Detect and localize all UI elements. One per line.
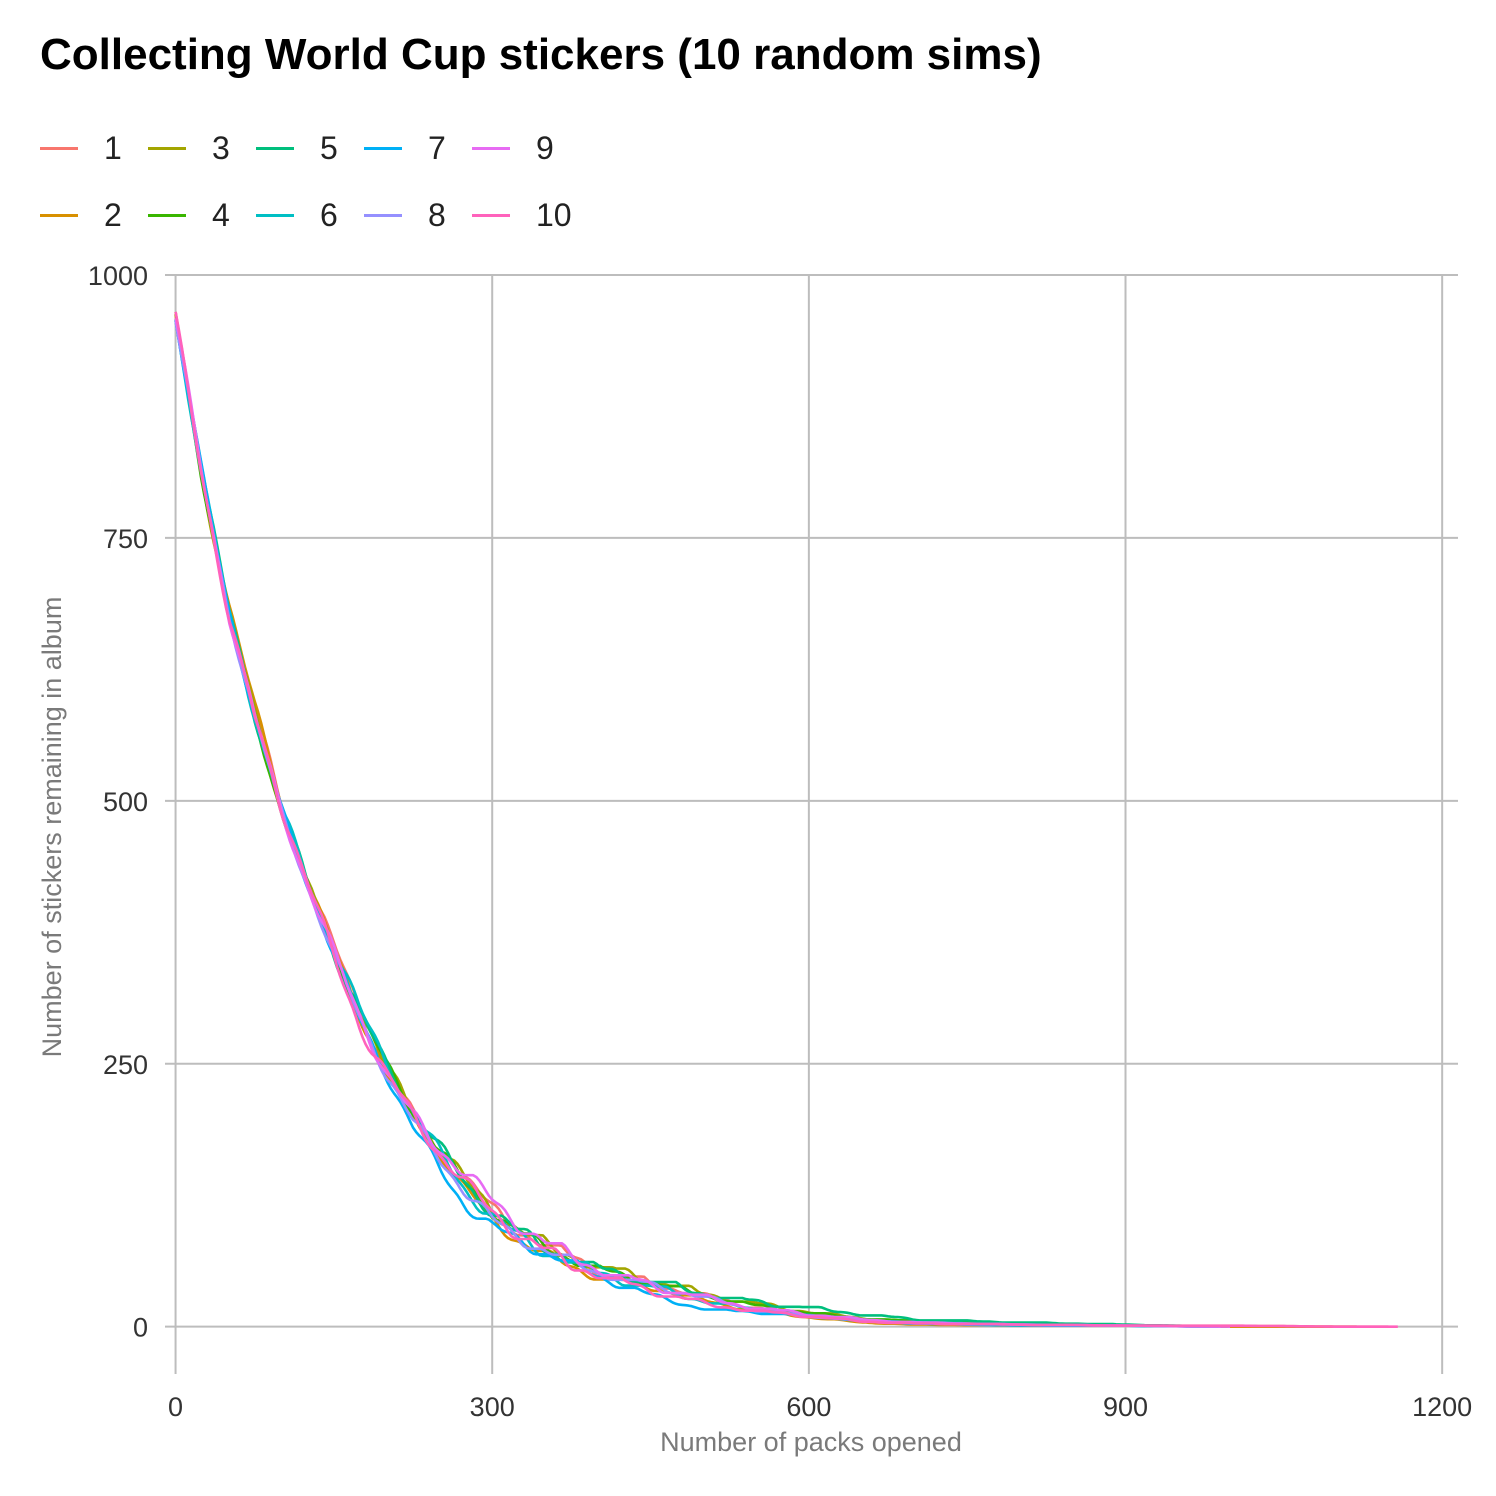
x-tick-label: 900 bbox=[1103, 1392, 1148, 1422]
y-tick-label: 1000 bbox=[88, 261, 148, 291]
legend-item-10: 10 bbox=[472, 195, 572, 235]
legend-key bbox=[364, 146, 402, 150]
legend-label: 3 bbox=[212, 129, 230, 166]
y-tick-label: 250 bbox=[103, 1050, 148, 1080]
legend-key bbox=[148, 146, 186, 150]
legend-item-7: 7 bbox=[364, 128, 446, 168]
legend-label: 9 bbox=[536, 129, 554, 166]
legend-item-1: 1 bbox=[40, 128, 122, 168]
legend-label: 6 bbox=[320, 196, 338, 233]
legend-item-5: 5 bbox=[256, 128, 338, 168]
legend-label: 4 bbox=[212, 196, 230, 233]
tick-labels: 0 300 600 900 1200 0 250 500 750 1000 bbox=[88, 261, 1472, 1422]
grid bbox=[165, 274, 1458, 1374]
legend: 1 2 3 4 5 6 7 8 9 10 bbox=[40, 128, 600, 238]
legend-label: 8 bbox=[428, 196, 446, 233]
legend-label: 1 bbox=[104, 129, 122, 166]
legend-label: 5 bbox=[320, 129, 338, 166]
legend-item-2: 2 bbox=[40, 195, 122, 235]
x-tick-label: 600 bbox=[786, 1392, 831, 1422]
legend-key bbox=[40, 146, 78, 150]
legend-item-9: 9 bbox=[472, 128, 554, 168]
legend-item-6: 6 bbox=[256, 195, 338, 235]
legend-key bbox=[256, 146, 294, 150]
legend-label: 2 bbox=[104, 196, 122, 233]
legend-key bbox=[472, 146, 510, 150]
y-tick-label: 750 bbox=[103, 524, 148, 554]
chart-title: Collecting World Cup stickers (10 random… bbox=[40, 30, 1042, 79]
series-line-10 bbox=[174, 311, 1398, 1328]
legend-label: 7 bbox=[428, 129, 446, 166]
series-line-4 bbox=[174, 318, 1231, 1328]
y-axis-title: Number of stickers remaining in album bbox=[37, 597, 67, 1058]
legend-key bbox=[256, 213, 294, 217]
legend-item-4: 4 bbox=[148, 195, 230, 235]
x-tick-label: 300 bbox=[470, 1392, 515, 1422]
x-axis-title: Number of packs opened bbox=[660, 1427, 962, 1457]
legend-label: 10 bbox=[536, 196, 572, 233]
series-line-3 bbox=[174, 313, 1231, 1328]
series-line-6 bbox=[174, 319, 1221, 1328]
legend-key bbox=[148, 213, 186, 217]
series-line-1 bbox=[174, 314, 1389, 1328]
series-line-7 bbox=[174, 320, 1208, 1328]
y-tick-label: 500 bbox=[103, 787, 148, 817]
legend-key bbox=[40, 213, 78, 217]
legend-item-3: 3 bbox=[148, 128, 230, 168]
legend-key bbox=[364, 213, 402, 217]
y-tick-label: 0 bbox=[133, 1313, 148, 1343]
x-tick-label: 1200 bbox=[1412, 1392, 1472, 1422]
legend-key bbox=[472, 213, 510, 217]
series-layer bbox=[174, 311, 1398, 1328]
series-line-8 bbox=[174, 320, 1221, 1328]
legend-item-8: 8 bbox=[364, 195, 446, 235]
series-line-5 bbox=[174, 320, 1221, 1328]
series-line-2 bbox=[174, 311, 1357, 1328]
x-tick-label: 0 bbox=[168, 1392, 183, 1422]
series-line-9 bbox=[174, 317, 1231, 1328]
